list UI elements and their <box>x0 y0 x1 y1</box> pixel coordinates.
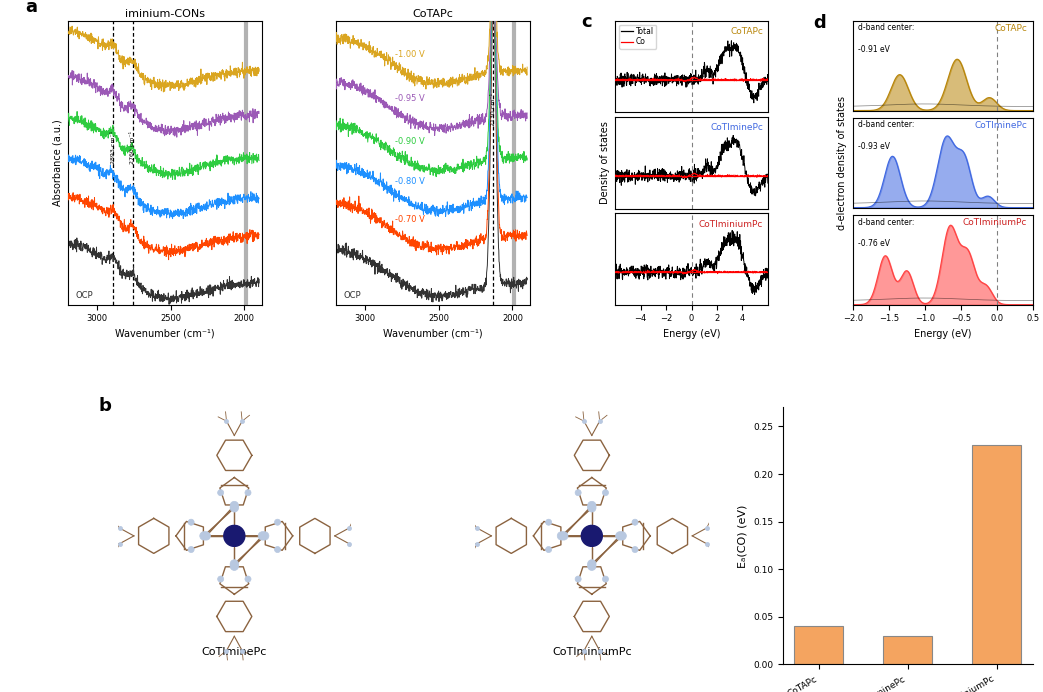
Text: 2760 cm⁻¹: 2760 cm⁻¹ <box>130 131 136 164</box>
Circle shape <box>615 531 624 540</box>
Circle shape <box>231 560 239 568</box>
Circle shape <box>581 525 602 547</box>
Circle shape <box>587 501 596 510</box>
Circle shape <box>231 501 239 510</box>
Circle shape <box>617 531 627 540</box>
Circle shape <box>587 562 596 570</box>
X-axis label: Energy (eV): Energy (eV) <box>662 329 721 339</box>
Circle shape <box>245 576 251 582</box>
Text: OCP: OCP <box>75 291 93 300</box>
Y-axis label: Eₐ(CO) (eV): Eₐ(CO) (eV) <box>737 504 748 567</box>
Text: 2893 cm⁻¹: 2893 cm⁻¹ <box>111 131 116 164</box>
X-axis label: Wavenumber (cm⁻¹): Wavenumber (cm⁻¹) <box>383 329 483 339</box>
Y-axis label: d-electron density of states: d-electron density of states <box>838 95 847 230</box>
Circle shape <box>218 576 223 582</box>
Circle shape <box>200 531 209 540</box>
Text: c: c <box>582 13 592 31</box>
Bar <box>972 446 1021 664</box>
Title: CoTAPc: CoTAPc <box>413 8 454 19</box>
Circle shape <box>188 519 194 525</box>
Circle shape <box>575 576 581 582</box>
Text: -0.93 eV: -0.93 eV <box>858 142 891 151</box>
Text: -0.90 V: -0.90 V <box>394 137 425 146</box>
Circle shape <box>274 547 281 553</box>
Text: CoTIminiumPc: CoTIminiumPc <box>699 219 763 228</box>
Circle shape <box>231 504 239 512</box>
Text: -0.95 V: -0.95 V <box>394 94 425 103</box>
Text: CoTIminePc: CoTIminePc <box>201 647 267 657</box>
Y-axis label: Absorbance (a.u.): Absorbance (a.u.) <box>52 119 63 206</box>
Circle shape <box>188 547 194 553</box>
Bar <box>794 626 843 664</box>
Text: CoTAPc: CoTAPc <box>730 27 763 36</box>
Text: -1.00 V: -1.00 V <box>394 50 425 59</box>
Text: -0.91 eV: -0.91 eV <box>858 45 891 54</box>
Text: 2130 cm⁻¹: 2130 cm⁻¹ <box>491 93 496 126</box>
Text: -0.76 eV: -0.76 eV <box>858 239 891 248</box>
X-axis label: Wavenumber (cm⁻¹): Wavenumber (cm⁻¹) <box>115 329 215 339</box>
Circle shape <box>632 519 638 525</box>
Circle shape <box>560 531 568 540</box>
Text: a: a <box>25 0 38 16</box>
Text: CoTIminePc: CoTIminePc <box>710 123 763 132</box>
Text: CoTIminiumPc: CoTIminiumPc <box>963 219 1027 228</box>
Text: CoTAPc: CoTAPc <box>994 24 1027 33</box>
Text: -0.70 V: -0.70 V <box>394 215 425 224</box>
Circle shape <box>274 519 281 525</box>
X-axis label: Energy (eV): Energy (eV) <box>914 329 971 339</box>
Circle shape <box>261 531 269 540</box>
Circle shape <box>603 490 608 495</box>
Text: d-band center:: d-band center: <box>858 217 915 226</box>
Circle shape <box>575 490 581 495</box>
Text: CoTIminePc: CoTIminePc <box>974 121 1027 130</box>
Circle shape <box>545 519 552 525</box>
Circle shape <box>231 562 239 570</box>
Legend: Total, Co: Total, Co <box>618 25 656 48</box>
Circle shape <box>218 490 223 495</box>
Title: iminium-CONs: iminium-CONs <box>125 8 204 19</box>
Text: d-band center:: d-band center: <box>858 24 915 33</box>
Y-axis label: Density of states: Density of states <box>600 121 610 204</box>
Text: -0.80 V: -0.80 V <box>394 177 425 186</box>
Circle shape <box>224 525 245 547</box>
Text: d: d <box>814 14 826 32</box>
Circle shape <box>545 547 552 553</box>
Text: b: b <box>99 397 112 415</box>
Circle shape <box>245 490 251 495</box>
Circle shape <box>202 531 211 540</box>
Circle shape <box>603 576 608 582</box>
Bar <box>883 636 932 664</box>
Text: CoTIminiumPc: CoTIminiumPc <box>552 647 632 657</box>
Circle shape <box>557 531 565 540</box>
Circle shape <box>587 560 596 568</box>
Circle shape <box>587 504 596 512</box>
Text: OCP: OCP <box>343 291 361 300</box>
Circle shape <box>259 531 267 540</box>
Circle shape <box>632 547 638 553</box>
Text: d-band center:: d-band center: <box>858 120 915 129</box>
